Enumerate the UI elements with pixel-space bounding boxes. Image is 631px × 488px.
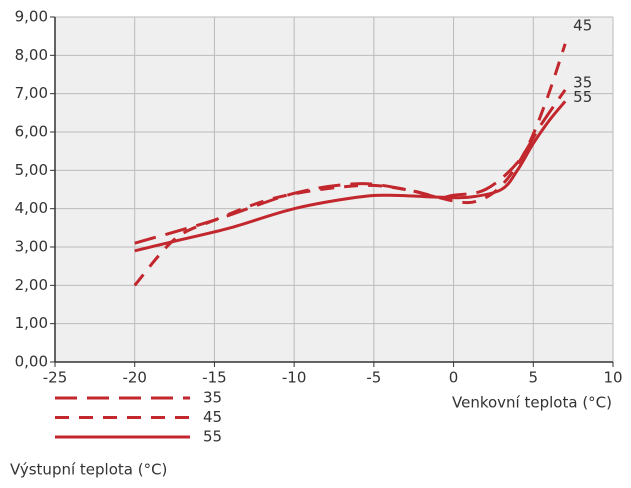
y-tick-label: 7,00: [15, 84, 48, 102]
y-tick-label: 0,00: [15, 353, 48, 371]
y-tick-label: 9,00: [15, 8, 48, 26]
x-tick-label: -5: [366, 369, 381, 387]
y-tick-label: 3,00: [15, 238, 48, 256]
series-line: [133, 43, 567, 287]
x-tick-label: 5: [529, 369, 539, 387]
series-end-label: 45: [573, 16, 592, 34]
plot-area: [55, 17, 613, 362]
x-tick-label: 0: [449, 369, 459, 387]
x-tick-label: -20: [122, 369, 147, 387]
series-end-label: 35: [573, 73, 592, 91]
x-tick-label: -25: [43, 369, 68, 387]
y-tick-label: 4,00: [15, 199, 48, 217]
y-tick-label: 1,00: [15, 314, 48, 332]
y-tick-label: 2,00: [15, 276, 48, 294]
series-end-label: 55: [573, 88, 592, 106]
x-axis-label: Venkovní teplota (°C): [452, 394, 612, 412]
x-tick-label: -10: [282, 369, 307, 387]
y-tick-label: 6,00: [15, 123, 48, 141]
legend-title: Výstupní teplota (°C): [10, 461, 167, 479]
y-tick-label: 5,00: [15, 161, 48, 179]
legend-label: 35: [203, 389, 222, 407]
legend-label: 45: [203, 408, 222, 426]
series-line: [134, 100, 567, 253]
y-tick-label: 8,00: [15, 46, 48, 64]
x-tick-label: 10: [603, 369, 622, 387]
x-tick-label: -15: [202, 369, 227, 387]
legend-label: 55: [203, 428, 222, 446]
